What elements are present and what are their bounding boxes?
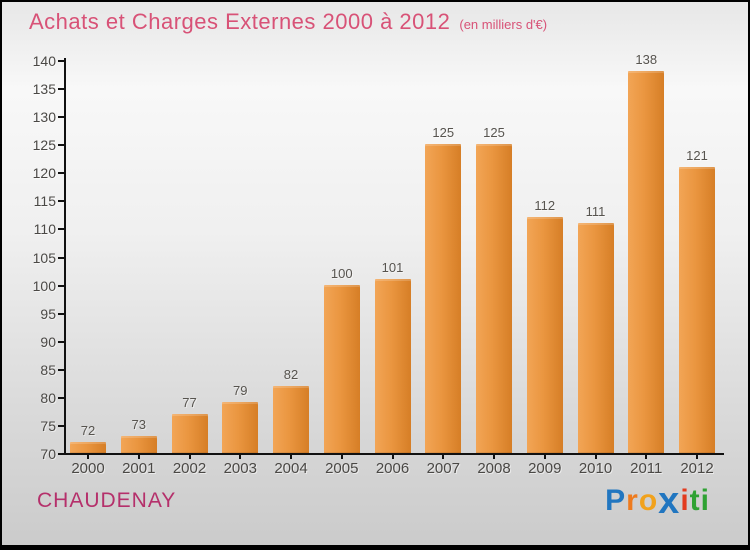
y-axis-line — [64, 58, 66, 455]
y-tick-label: 125 — [32, 137, 56, 154]
bar-value-label: 100 — [330, 265, 353, 281]
y-tick-mark — [58, 284, 65, 287]
y-tick-mark — [58, 340, 65, 343]
x-tick-mark — [391, 455, 394, 459]
bar-value-label: 121 — [686, 147, 708, 163]
commune-label: CHAUDENAY — [37, 489, 177, 512]
proxiti-logo-letter: P — [605, 484, 627, 517]
x-tick-mark — [239, 455, 242, 459]
bar-2008 — [476, 144, 512, 453]
bar-value-label: 77 — [182, 394, 197, 410]
bar-value-label: 125 — [432, 125, 455, 141]
y-tick-mark — [58, 116, 65, 119]
x-tick-label: 2002 — [172, 460, 207, 477]
x-tick-mark — [290, 455, 292, 459]
bar-2000 — [70, 441, 106, 453]
y-tick-mark — [58, 256, 65, 259]
proxiti-logo-letter: r — [626, 484, 639, 517]
bar-2003 — [222, 402, 259, 453]
y-tick-mark — [58, 88, 65, 91]
bar-value-label: 125 — [483, 125, 505, 141]
y-tick-mark — [58, 172, 65, 175]
y-tick-label: 95 — [40, 305, 56, 322]
x-tick-label: 2012 — [680, 460, 714, 477]
x-tick-mark — [137, 455, 140, 459]
x-tick-mark — [442, 455, 445, 459]
bar-value-label: 73 — [131, 417, 146, 433]
y-tick-label: 140 — [32, 53, 56, 69]
bar-2002 — [171, 413, 208, 453]
y-tick-mark — [58, 200, 65, 203]
x-tick-label: 2011 — [630, 460, 663, 477]
x-tick-label: 2005 — [325, 460, 359, 477]
bar-2012 — [679, 166, 715, 453]
bar-value-label: 111 — [585, 203, 606, 219]
x-tick-label: 2000 — [71, 460, 105, 477]
bar-2009 — [526, 217, 563, 453]
y-tick-mark — [58, 144, 65, 147]
x-axis-line — [60, 453, 724, 455]
y-tick-mark — [58, 60, 65, 62]
x-tick-mark — [645, 455, 648, 459]
bar-2006 — [374, 278, 411, 453]
x-tick-label: 2009 — [528, 460, 562, 477]
x-tick-mark — [188, 455, 191, 459]
chart-title: Achats et Charges Externes 2000 à 2012 — [29, 9, 451, 34]
x-tick-label: 2007 — [426, 460, 460, 477]
proxiti-logo-letter: t — [689, 484, 701, 517]
y-tick-mark — [58, 424, 65, 427]
y-tick-label: 80 — [40, 389, 56, 406]
y-tick-label: 75 — [40, 417, 56, 434]
y-tick-mark — [58, 312, 65, 315]
y-tick-label: 135 — [32, 81, 56, 98]
y-tick-label: 115 — [33, 193, 56, 210]
x-tick-mark — [340, 455, 343, 459]
x-tick-mark — [594, 455, 597, 459]
y-tick-mark — [58, 453, 65, 455]
x-tick-mark — [543, 455, 546, 459]
proxiti-logo-letter: o — [638, 484, 659, 517]
x-tick-label: 2006 — [375, 460, 410, 477]
bar-2001 — [120, 436, 157, 453]
y-tick-label: 70 — [40, 446, 56, 462]
proxiti-logo-letter: i — [680, 484, 690, 517]
x-tick-label: 2008 — [477, 460, 511, 477]
x-tick-label: 2010 — [578, 460, 613, 477]
x-tick-mark — [696, 455, 698, 459]
y-tick-mark — [58, 396, 65, 399]
bar-value-label: 138 — [635, 52, 658, 68]
y-tick-label: 85 — [40, 361, 56, 378]
chart-subtitle: (en milliers d'€) — [459, 17, 548, 32]
x-tick-label: 2001 — [122, 460, 156, 477]
y-tick-mark — [58, 368, 65, 371]
bar-2005 — [323, 284, 360, 453]
bar-2011 — [628, 71, 665, 453]
bar-value-label: 79 — [233, 383, 248, 399]
y-tick-mark — [58, 228, 65, 231]
x-tick-mark — [87, 455, 89, 459]
x-tick-mark — [493, 455, 495, 459]
y-tick-label: 110 — [33, 221, 56, 238]
y-tick-label: 100 — [32, 277, 56, 294]
y-tick-label: 105 — [32, 249, 56, 266]
chart-header: Achats et Charges Externes 2000 à 2012 (e… — [29, 9, 547, 35]
y-tick-label: 130 — [32, 109, 56, 126]
y-tick-label: 120 — [32, 165, 56, 182]
proxiti-logo-letter: i — [700, 484, 710, 517]
x-tick-label: 2003 — [223, 460, 257, 477]
bar-2007 — [425, 144, 462, 453]
y-tick-label: 90 — [40, 333, 56, 350]
bar-value-label: 101 — [381, 259, 404, 275]
bar-2010 — [577, 222, 614, 453]
proxiti-logo: Proxiti — [605, 480, 710, 523]
proxiti-logo-letter: x — [658, 480, 681, 522]
bar-2004 — [273, 385, 309, 453]
bar-value-label: 112 — [534, 198, 556, 214]
x-tick-label: 2004 — [274, 460, 308, 477]
bar-value-label: 82 — [283, 366, 299, 382]
bar-value-label: 72 — [80, 422, 96, 438]
